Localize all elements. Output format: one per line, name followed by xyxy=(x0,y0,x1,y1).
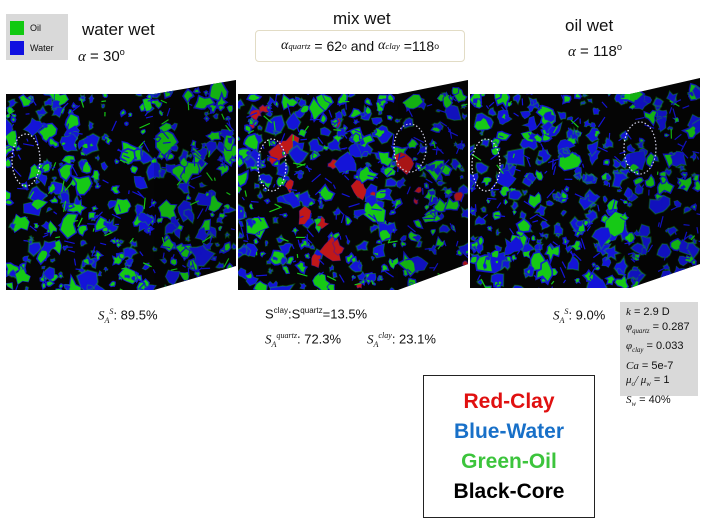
legend-item-water: Water xyxy=(10,40,54,56)
property-capillary-number: Ca = 5e-7 xyxy=(626,359,674,372)
property-water-saturation: Sw = 40% xyxy=(626,394,671,409)
phase-legend: Oil Water xyxy=(6,14,68,60)
key-blue-water: Blue-Water xyxy=(453,419,565,443)
mix-wet-angle: α quartz = 62 o and α clay =118 o xyxy=(255,30,465,62)
key-red-clay: Red-Clay xyxy=(463,389,555,413)
property-porosity-quartz: φquartz = 0.287 xyxy=(626,320,690,335)
color-key-box: Red-Clay Blue-Water Green-Oil Black-Core xyxy=(423,375,595,518)
water-swatch xyxy=(10,41,24,55)
property-porosity-clay: φclay = 0.033 xyxy=(626,340,684,355)
rock-properties-box: k = 2.9 D φquartz = 0.287 φclay = 0.033 … xyxy=(620,302,698,408)
mix-clay-stat: SAclay: 23.1% xyxy=(367,331,436,349)
legend-item-oil: Oil xyxy=(10,20,41,36)
key-black-core: Black-Core xyxy=(453,479,565,503)
water-wet-saturation-stat: SAS: 89.5% xyxy=(98,307,158,325)
mix-quartz-stat: SAquartz: 72.3% xyxy=(265,331,342,349)
mix-wet-title: mix wet xyxy=(333,9,391,28)
water-wet-cube-image xyxy=(6,80,236,290)
oil-wet-cube-image xyxy=(470,78,700,288)
water-wet-angle: α = 30o xyxy=(78,47,125,65)
mix-ratio-stat: Sclay:Squartz=13.5% xyxy=(265,306,368,322)
oil-wet-title: oil wet xyxy=(565,16,614,35)
legend-label-water: Water xyxy=(30,43,54,53)
oil-wet-angle: α = 118o xyxy=(568,42,623,60)
key-green-oil: Green-Oil xyxy=(461,449,557,473)
oil-wet-saturation-stat: SAS: 9.0% xyxy=(553,307,606,325)
water-wet-title: water wet xyxy=(82,20,155,39)
property-permeability: k = 2.9 D xyxy=(626,306,670,318)
oil-swatch xyxy=(10,21,24,35)
mix-wet-cube-image xyxy=(238,80,468,290)
legend-label-oil: Oil xyxy=(30,23,41,33)
property-viscosity-ratio: μo/ μw = 1 xyxy=(626,374,670,389)
